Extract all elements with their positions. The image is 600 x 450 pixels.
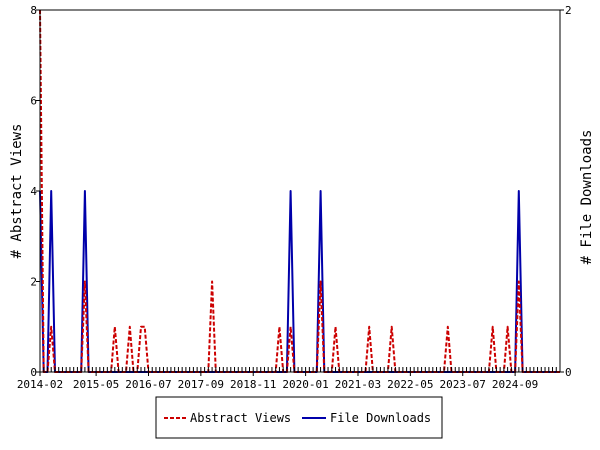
x-tick-label: 2014-02	[17, 378, 63, 391]
y-right-tick-label: 0	[565, 366, 572, 379]
y-right-axis-title: # File Downloads	[579, 130, 595, 265]
x-tick-label: 2024-09	[492, 378, 538, 391]
x-tick-label: 2021-03	[335, 378, 381, 391]
plot-frame	[39, 9, 561, 373]
x-tick-label: 2015-05	[73, 378, 119, 391]
x-tick-label: 2016-07	[125, 378, 171, 391]
y-left-tick-label: 0	[30, 366, 37, 379]
y-left-tick-label: 2	[30, 276, 37, 289]
x-tick-label: 2023-07	[440, 378, 486, 391]
y-left-axis-title: # Abstract Views	[9, 124, 25, 259]
x-tick-label: 2020-01	[282, 378, 328, 391]
y-left-tick-label: 8	[30, 4, 37, 17]
series-line-abstract-views	[39, 9, 560, 373]
legend-label-abstract-views: Abstract Views	[190, 411, 291, 425]
y-right-tick-label: 2	[565, 4, 572, 17]
legend: Abstract Views File Downloads	[155, 396, 443, 439]
x-tick-label: 2022-05	[387, 378, 433, 391]
series-line-file-downloads	[39, 190, 560, 373]
x-tick-label: 2017-09	[178, 378, 224, 391]
x-tick-label: 2018-11	[230, 378, 276, 391]
y-left-tick-label: 6	[30, 95, 37, 108]
y-left-tick-label: 4	[30, 185, 37, 198]
legend-label-file-downloads: File Downloads	[330, 411, 431, 425]
legend-box	[155, 396, 443, 439]
